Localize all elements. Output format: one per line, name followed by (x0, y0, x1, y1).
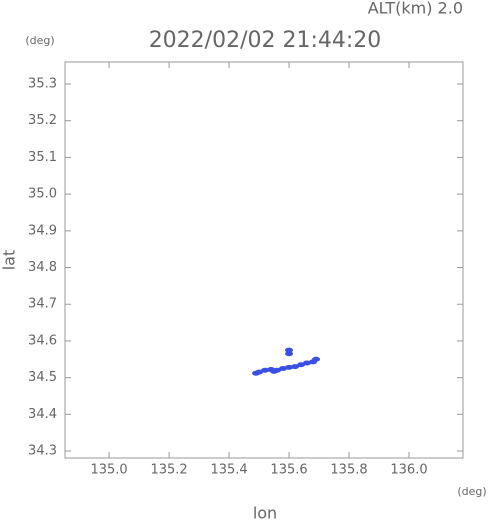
x-tick-label: 135.8 (330, 463, 367, 478)
subtitle: ALT(km) 2.0 (368, 0, 463, 18)
y-tick-label: 35.1 (28, 150, 57, 165)
x-tick-label: 135.6 (270, 463, 307, 478)
x-unit: (deg) (457, 485, 486, 498)
y-tick-label: 34.3 (28, 444, 57, 459)
point (312, 356, 321, 362)
y-tick-label: 34.8 (28, 260, 57, 275)
point (291, 364, 300, 370)
y-tick-label: 34.5 (28, 370, 57, 385)
y-tick-label: 35.2 (28, 113, 57, 128)
y-tick-label: 34.6 (28, 333, 57, 348)
y-tick-label: 35.0 (28, 187, 57, 202)
x-tick-label: 135.4 (210, 463, 247, 478)
point (285, 347, 294, 353)
y-tick-label: 34.4 (28, 407, 57, 422)
y-tick-label: 34.7 (28, 297, 57, 312)
point (285, 351, 294, 357)
point (261, 367, 270, 373)
point (303, 360, 312, 366)
chart-title: 2022/02/02 21:44:20 (149, 28, 382, 53)
point (297, 362, 306, 368)
point (285, 364, 294, 370)
x-label: lon (253, 504, 277, 521)
x-tick-label: 135.2 (150, 463, 187, 478)
y-tick-label: 35.3 (28, 77, 57, 92)
y-unit: (deg) (25, 34, 54, 47)
point (279, 365, 288, 371)
y-tick-label: 34.9 (28, 223, 57, 238)
x-tick-label: 136.0 (390, 463, 427, 478)
plot-frame (64, 61, 464, 459)
point (255, 369, 264, 375)
point (273, 367, 282, 373)
y-label: lat (0, 250, 19, 271)
x-tick-label: 135.0 (90, 463, 127, 478)
